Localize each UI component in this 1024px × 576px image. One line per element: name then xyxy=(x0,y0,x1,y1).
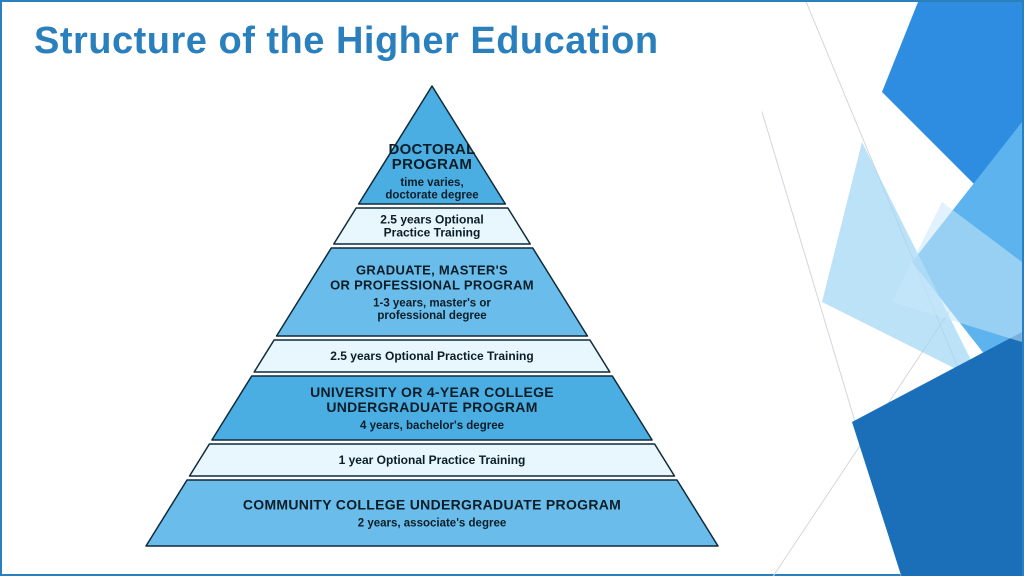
level-text-opt2: 2.5 years Optional Practice Training xyxy=(330,349,533,363)
level-sub-community: 2 years, associate's degree xyxy=(358,517,507,529)
deco-line-3 xyxy=(772,202,1022,576)
deco-shard-3 xyxy=(822,142,982,382)
level-sub-university: 4 years, bachelor's degree xyxy=(360,420,504,432)
pyramid-level-community xyxy=(146,480,718,546)
deco-line-1 xyxy=(762,12,902,576)
deco-shard-1 xyxy=(882,2,1022,232)
level-sub-graduate: 1-3 years, master's or xyxy=(373,298,491,310)
level-title-university: UNIVERSITY OR 4-YEAR COLLEGE xyxy=(310,384,554,400)
level-title-graduate: OR PROFESSIONAL PROGRAM xyxy=(330,278,534,293)
level-text-opt1: 1 year Optional Practice Training xyxy=(339,453,526,467)
slide-title: Structure of the Higher Education xyxy=(34,20,659,63)
decoration-shards xyxy=(762,2,1022,576)
deco-shard-5 xyxy=(892,202,1022,342)
pyramid-svg: DOCTORALPROGRAMtime varies,doctorate deg… xyxy=(142,80,722,560)
level-title-university: UNDERGRADUATE PROGRAM xyxy=(326,399,537,415)
deco-line-2 xyxy=(802,2,1022,522)
level-title-graduate: GRADUATE, MASTER'S xyxy=(356,263,508,278)
level-sub-doctoral: time varies, xyxy=(400,177,463,189)
level-title-community: COMMUNITY COLLEGE UNDERGRADUATE PROGRAM xyxy=(243,496,621,512)
level-text-opt3: Practice Training xyxy=(384,226,481,240)
slide: Structure of the Higher Education DOCTOR… xyxy=(0,0,1024,576)
pyramid-diagram: DOCTORALPROGRAMtime varies,doctorate deg… xyxy=(142,80,722,560)
level-title-doctoral: PROGRAM xyxy=(392,156,472,173)
level-sub-graduate: professional degree xyxy=(377,310,486,322)
level-text-opt3: 2.5 years Optional xyxy=(380,213,483,227)
level-sub-doctoral: doctorate degree xyxy=(385,190,478,202)
deco-shard-4 xyxy=(852,332,1022,576)
deco-shard-2 xyxy=(912,122,1022,402)
